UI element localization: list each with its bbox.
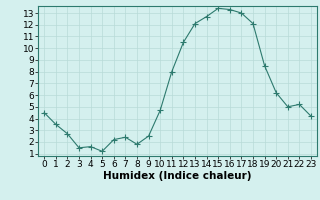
X-axis label: Humidex (Indice chaleur): Humidex (Indice chaleur): [103, 171, 252, 181]
